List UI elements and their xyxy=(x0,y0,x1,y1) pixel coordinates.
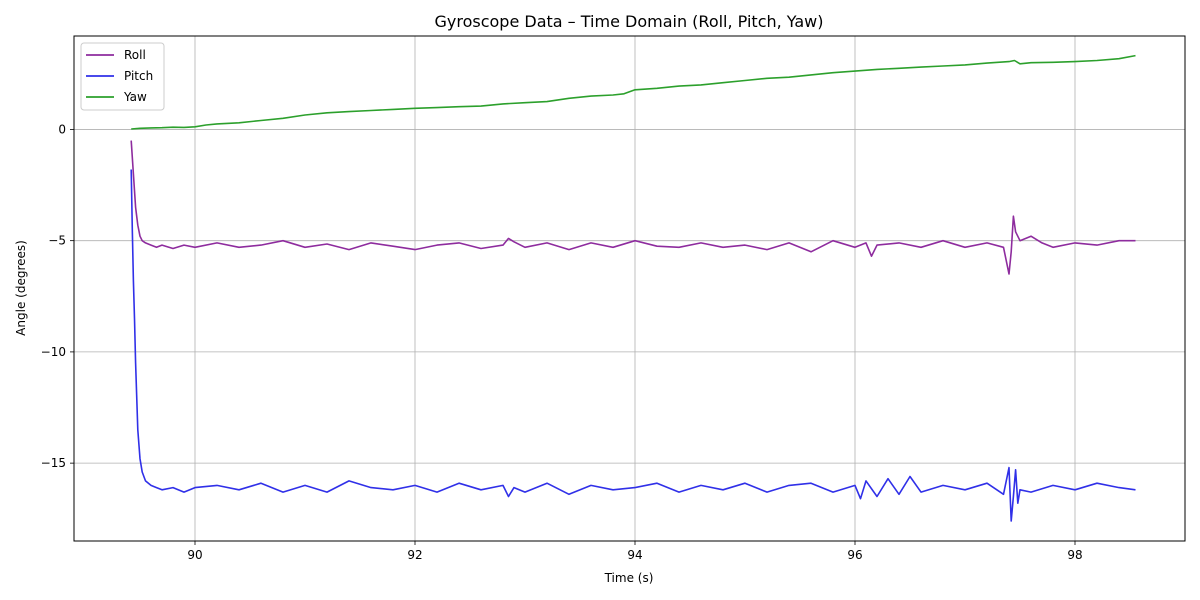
legend-label: Pitch xyxy=(124,69,153,83)
x-axis-label: Time (s) xyxy=(604,571,654,585)
legend-label: Roll xyxy=(124,48,146,62)
series-line-yaw xyxy=(131,54,1136,130)
y-axis-label: Angle (degrees) xyxy=(14,240,28,336)
series-line-pitch xyxy=(130,169,1136,522)
x-tick-label: 92 xyxy=(407,548,422,562)
x-tick-label: 94 xyxy=(627,548,642,562)
grid xyxy=(74,36,1185,541)
x-tick-label: 96 xyxy=(847,548,862,562)
y-tick-label: 0 xyxy=(58,122,66,136)
x-tick-label: 90 xyxy=(187,548,202,562)
y-tick-label: −10 xyxy=(41,345,66,359)
y-tick-label: −5 xyxy=(48,234,66,248)
legend-box xyxy=(80,42,165,111)
chart-title: Gyroscope Data – Time Domain (Roll, Pitc… xyxy=(435,12,824,31)
y-tick-label: −15 xyxy=(41,456,66,470)
plot-frame xyxy=(73,35,1186,542)
plot-series xyxy=(130,54,1136,522)
series-line-roll xyxy=(130,140,1136,275)
legend: Roll Pitch Yaw xyxy=(80,42,165,111)
ticks: 90 92 94 96 98 0 −5 −10 −15 xyxy=(41,122,1083,562)
x-tick-label: 98 xyxy=(1067,548,1082,562)
legend-label: Yaw xyxy=(123,90,147,104)
